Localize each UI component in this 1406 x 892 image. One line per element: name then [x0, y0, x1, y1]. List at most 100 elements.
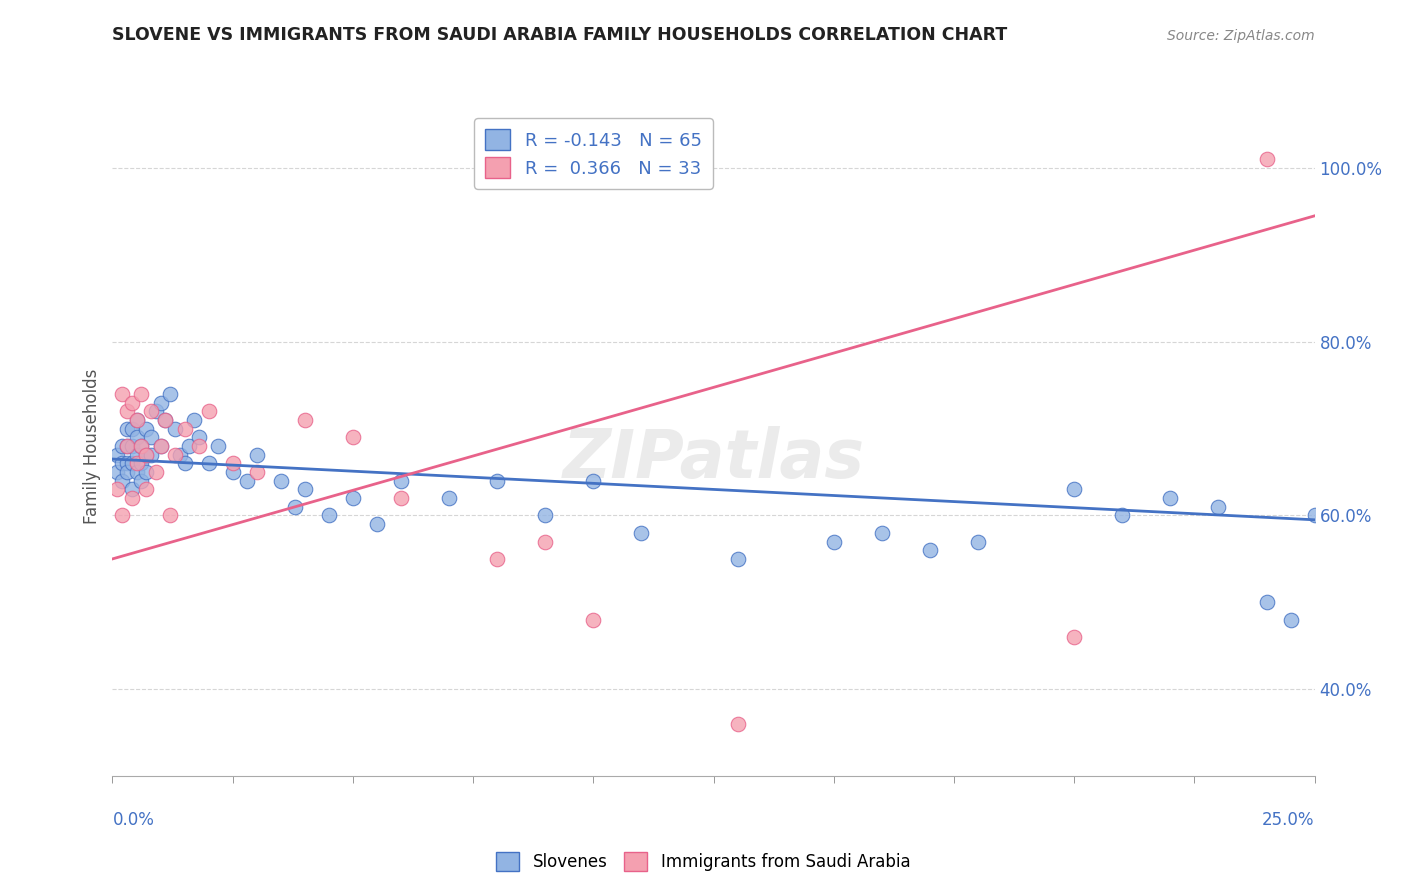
- Point: [125, 413, 148, 427]
- Point: [534, 508, 557, 523]
- Point: [125, 413, 148, 427]
- Point: [197, 456, 219, 470]
- Point: [139, 430, 162, 444]
- Point: [534, 534, 557, 549]
- Point: [294, 413, 316, 427]
- Legend: R = -0.143   N = 65, R =  0.366   N = 33: R = -0.143 N = 65, R = 0.366 N = 33: [474, 119, 713, 189]
- Point: [486, 552, 509, 566]
- Point: [163, 422, 186, 436]
- Point: [131, 439, 153, 453]
- Point: [121, 483, 143, 497]
- Point: [630, 525, 652, 540]
- Point: [105, 483, 128, 497]
- Point: [294, 483, 316, 497]
- Point: [111, 508, 134, 523]
- Point: [135, 448, 157, 462]
- Point: [115, 465, 138, 479]
- Point: [179, 439, 201, 453]
- Point: [139, 448, 162, 462]
- Point: [342, 491, 364, 505]
- Point: [121, 456, 143, 470]
- Point: [389, 491, 412, 505]
- Point: [1256, 153, 1278, 167]
- Point: [105, 448, 128, 462]
- Y-axis label: Family Households: Family Households: [83, 368, 101, 524]
- Point: [823, 534, 845, 549]
- Point: [149, 439, 172, 453]
- Text: SLOVENE VS IMMIGRANTS FROM SAUDI ARABIA FAMILY HOUSEHOLDS CORRELATION CHART: SLOVENE VS IMMIGRANTS FROM SAUDI ARABIA …: [112, 26, 1008, 44]
- Point: [1063, 630, 1085, 644]
- Point: [115, 456, 138, 470]
- Text: Source: ZipAtlas.com: Source: ZipAtlas.com: [1167, 29, 1315, 43]
- Point: [389, 474, 412, 488]
- Point: [139, 404, 162, 418]
- Point: [111, 474, 134, 488]
- Point: [183, 413, 205, 427]
- Point: [318, 508, 340, 523]
- Point: [1063, 483, 1085, 497]
- Point: [135, 465, 157, 479]
- Point: [727, 717, 749, 731]
- Point: [121, 491, 143, 505]
- Point: [1279, 613, 1302, 627]
- Point: [149, 395, 172, 409]
- Point: [149, 439, 172, 453]
- Point: [111, 439, 134, 453]
- Point: [1208, 500, 1230, 514]
- Point: [115, 404, 138, 418]
- Point: [236, 474, 259, 488]
- Legend: Slovenes, Immigrants from Saudi Arabia: Slovenes, Immigrants from Saudi Arabia: [488, 843, 918, 880]
- Point: [159, 387, 181, 401]
- Point: [284, 500, 307, 514]
- Point: [1111, 508, 1133, 523]
- Point: [582, 474, 605, 488]
- Point: [918, 543, 941, 558]
- Point: [727, 552, 749, 566]
- Point: [135, 483, 157, 497]
- Point: [125, 448, 148, 462]
- Point: [1303, 508, 1326, 523]
- Point: [173, 456, 195, 470]
- Point: [111, 387, 134, 401]
- Point: [173, 422, 195, 436]
- Point: [135, 448, 157, 462]
- Point: [115, 422, 138, 436]
- Point: [169, 448, 191, 462]
- Point: [121, 395, 143, 409]
- Point: [188, 439, 211, 453]
- Point: [222, 456, 245, 470]
- Point: [967, 534, 990, 549]
- Point: [125, 430, 148, 444]
- Point: [342, 430, 364, 444]
- Point: [207, 439, 229, 453]
- Point: [135, 422, 157, 436]
- Point: [197, 404, 219, 418]
- Point: [131, 474, 153, 488]
- Point: [111, 456, 134, 470]
- Point: [131, 387, 153, 401]
- Point: [131, 456, 153, 470]
- Point: [105, 465, 128, 479]
- Point: [486, 474, 509, 488]
- Point: [1159, 491, 1181, 505]
- Point: [145, 465, 167, 479]
- Point: [246, 465, 269, 479]
- Point: [145, 404, 167, 418]
- Text: 0.0%: 0.0%: [112, 811, 155, 829]
- Point: [121, 422, 143, 436]
- Point: [125, 465, 148, 479]
- Point: [366, 517, 388, 532]
- Point: [115, 439, 138, 453]
- Point: [121, 439, 143, 453]
- Point: [188, 430, 211, 444]
- Text: ZIPatlas: ZIPatlas: [562, 426, 865, 492]
- Text: 25.0%: 25.0%: [1263, 811, 1315, 829]
- Point: [159, 508, 181, 523]
- Point: [582, 613, 605, 627]
- Point: [125, 456, 148, 470]
- Point: [270, 474, 292, 488]
- Point: [246, 448, 269, 462]
- Point: [437, 491, 460, 505]
- Point: [115, 439, 138, 453]
- Point: [222, 465, 245, 479]
